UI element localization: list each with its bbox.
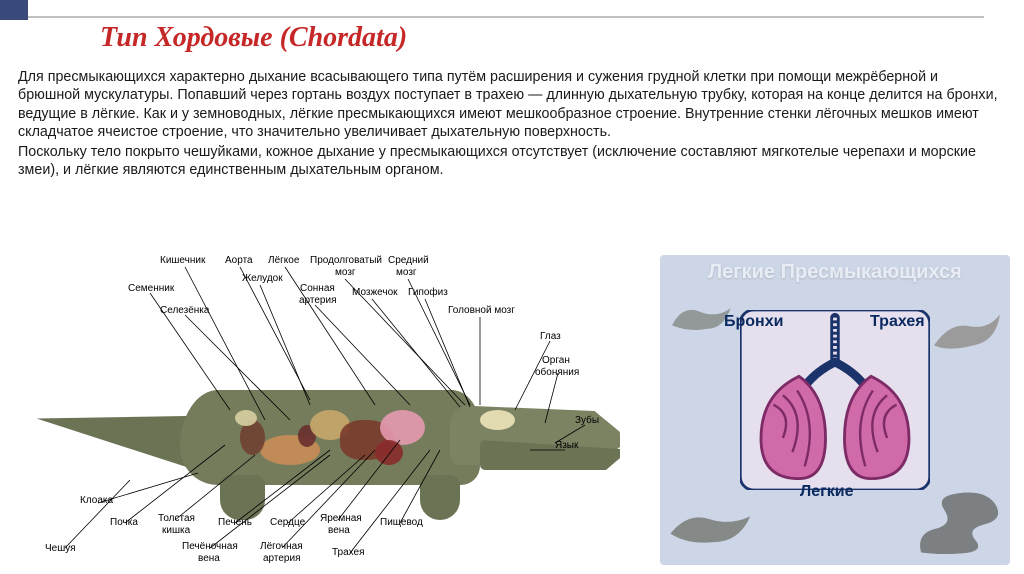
croc-label-top-15: Глаз — [540, 331, 561, 342]
croc-label-bot-14: Трахея — [332, 547, 365, 558]
croc-label-bot-0: Клоака — [80, 495, 113, 506]
body-text: Для пресмыкающихся характерно дыхание вс… — [18, 68, 1002, 182]
croc-label-top-3: Продолговатый — [310, 255, 382, 266]
croc-label-bot-12: Лёгочная — [260, 541, 303, 552]
croc-label-top-4: мозг — [335, 267, 356, 278]
label-trachea: Трахея — [870, 313, 925, 331]
croc-label-top-7: Семенник — [128, 283, 174, 294]
croc-label-top-5: Средний — [388, 255, 429, 266]
croc-label-top-0: Кишечник — [160, 255, 205, 266]
crocodile-diagram: КишечникАортаЛёгкоеПродолговатыймозгСред… — [10, 255, 650, 565]
lungs-svg — [740, 310, 930, 490]
croc-label-bot-7: вена — [328, 525, 350, 536]
silhouette-lizard-3 — [664, 495, 754, 555]
silhouette-snake — [911, 482, 1006, 557]
croc-label-top-17: обоняния — [535, 367, 579, 378]
croc-label-bot-6: Яремная — [320, 513, 362, 524]
organ-brain — [480, 410, 515, 430]
croc-label-top-1: Аорта — [225, 255, 253, 266]
croc-label-bot-2: Толстая — [158, 513, 195, 524]
croc-label-top-8: Желудок — [242, 273, 283, 284]
croc-label-bot-1: Почка — [110, 517, 138, 528]
croc-label-bot-11: вена — [198, 553, 220, 564]
croc-leg-back — [220, 475, 265, 520]
croc-label-top-16: Орган — [542, 355, 570, 366]
croc-label-bot-4: Печень — [218, 517, 252, 528]
label-lungs: Легкие — [800, 483, 854, 501]
croc-label-bot-10: Печёночная — [182, 541, 238, 552]
croc-label-top-12: Гипофиз — [408, 287, 448, 298]
accent-square — [0, 0, 28, 20]
croc-label-top-9: Сонная — [300, 283, 335, 294]
croc-label-bot-8: Пищевод — [380, 517, 423, 528]
body-paragraph-2: Поскольку тело покрыто чешуйками, кожное… — [18, 143, 1002, 180]
croc-label-bot-9: Чешуя — [45, 543, 76, 554]
lungs-panel: Легкие Пресмыкающихся Бронхи — [660, 255, 1010, 565]
croc-label-bot-5: Сердце — [270, 517, 305, 528]
croc-label-top-14: Головной мозг — [448, 305, 515, 316]
croc-label-bot-3: кишка — [162, 525, 190, 536]
croc-label-top-19: Язык — [555, 440, 578, 451]
croc-label-top-10: артерия — [299, 295, 337, 306]
croc-label-top-18: Зубы — [575, 415, 599, 426]
header-rule — [28, 16, 984, 18]
organ-heart — [375, 440, 403, 465]
label-bronchi: Бронхи — [724, 313, 783, 331]
croc-label-top-2: Лёгкое — [268, 255, 299, 266]
silhouette-lizard-2 — [926, 299, 1004, 361]
body-paragraph-1: Для пресмыкающихся характерно дыхание вс… — [18, 68, 1002, 141]
lungs-panel-title: Легкие Пресмыкающихся — [660, 261, 1010, 284]
page-title: Тип Хордовые (Chordata) — [100, 22, 407, 54]
croc-label-top-11: Мозжечок — [352, 287, 398, 298]
croc-label-bot-13: артерия — [263, 553, 301, 564]
croc-label-top-6: мозг — [396, 267, 417, 278]
croc-label-top-13: Селезёнка — [160, 305, 209, 316]
crocodile-body — [40, 365, 600, 505]
organ-testis — [235, 410, 257, 426]
croc-leg-front — [420, 475, 460, 520]
